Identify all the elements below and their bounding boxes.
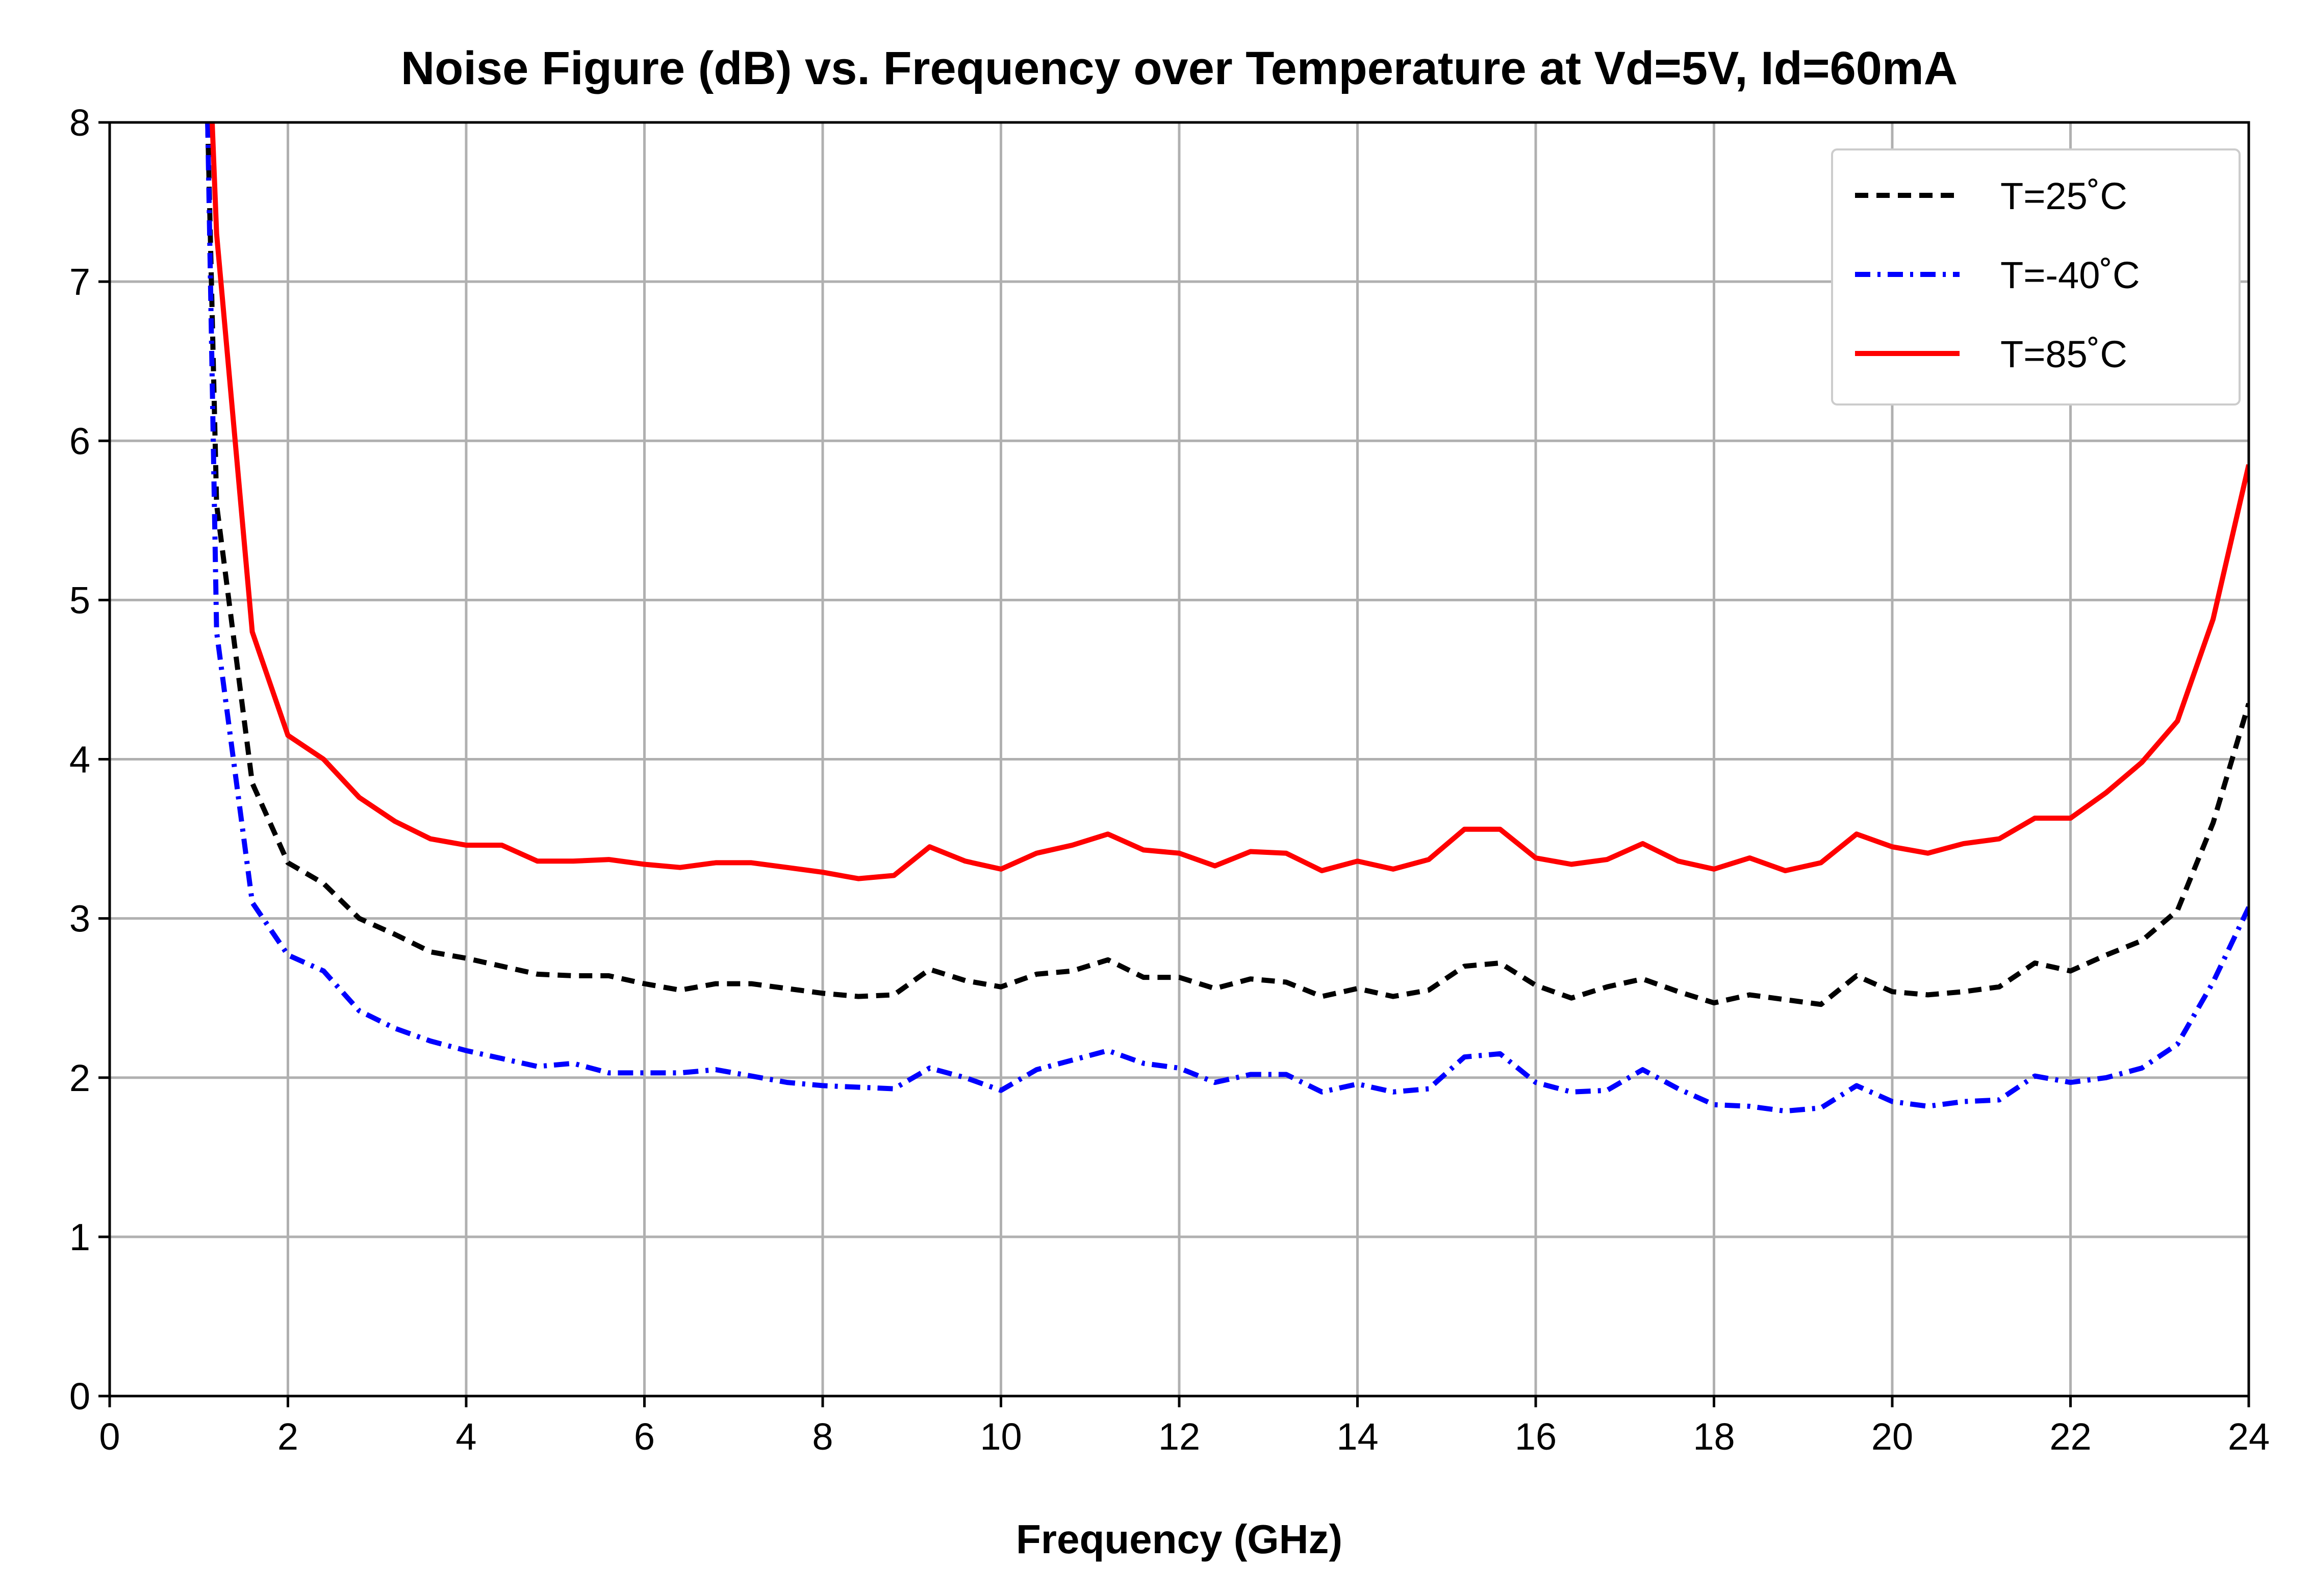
x-tick-label: 4 <box>455 1415 476 1458</box>
x-tick-label: 22 <box>2049 1415 2091 1458</box>
series-line-2 <box>210 122 2249 881</box>
x-tick-label: 2 <box>277 1415 298 1458</box>
y-tick-label: 3 <box>69 898 90 940</box>
x-tick-label: 0 <box>99 1415 120 1458</box>
x-tick-label: 12 <box>1158 1415 1200 1458</box>
y-tick-label: 8 <box>69 102 90 144</box>
x-tick-label: 16 <box>1515 1415 1557 1458</box>
y-tick-label: 0 <box>69 1375 90 1417</box>
y-tick-label: 1 <box>69 1216 90 1258</box>
chart-title: Noise Figure (dB) vs. Frequency over Tem… <box>401 42 1958 94</box>
x-tick-label: 14 <box>1336 1415 1378 1458</box>
y-tick-label: 7 <box>69 261 90 303</box>
x-tick-label: 20 <box>1871 1415 1913 1458</box>
series-line-1 <box>205 122 2249 1114</box>
x-tick-label: 8 <box>812 1415 833 1458</box>
x-tick-label: 6 <box>634 1415 655 1458</box>
y-tick-label: 4 <box>69 739 90 781</box>
legend-box <box>1831 148 2241 406</box>
y-tick-label: 5 <box>69 579 90 621</box>
legend-label: T=-40˚C <box>2000 254 2140 296</box>
legend-label: T=25˚C <box>2000 175 2127 217</box>
x-axis-label: Frequency (GHz) <box>1016 1516 1342 1562</box>
y-tick-label: 6 <box>69 420 90 462</box>
x-tick-label: 18 <box>1693 1415 1735 1458</box>
series-layer <box>205 122 2249 1114</box>
legend: T=25˚C T=-40˚C T=85˚C <box>1831 148 2241 406</box>
y-tick-label: 2 <box>69 1057 90 1099</box>
legend-label: T=85˚C <box>2000 333 2127 375</box>
x-tick-label: 24 <box>2228 1415 2270 1458</box>
series-line-0 <box>205 122 2249 1007</box>
x-tick-label: 10 <box>980 1415 1022 1458</box>
